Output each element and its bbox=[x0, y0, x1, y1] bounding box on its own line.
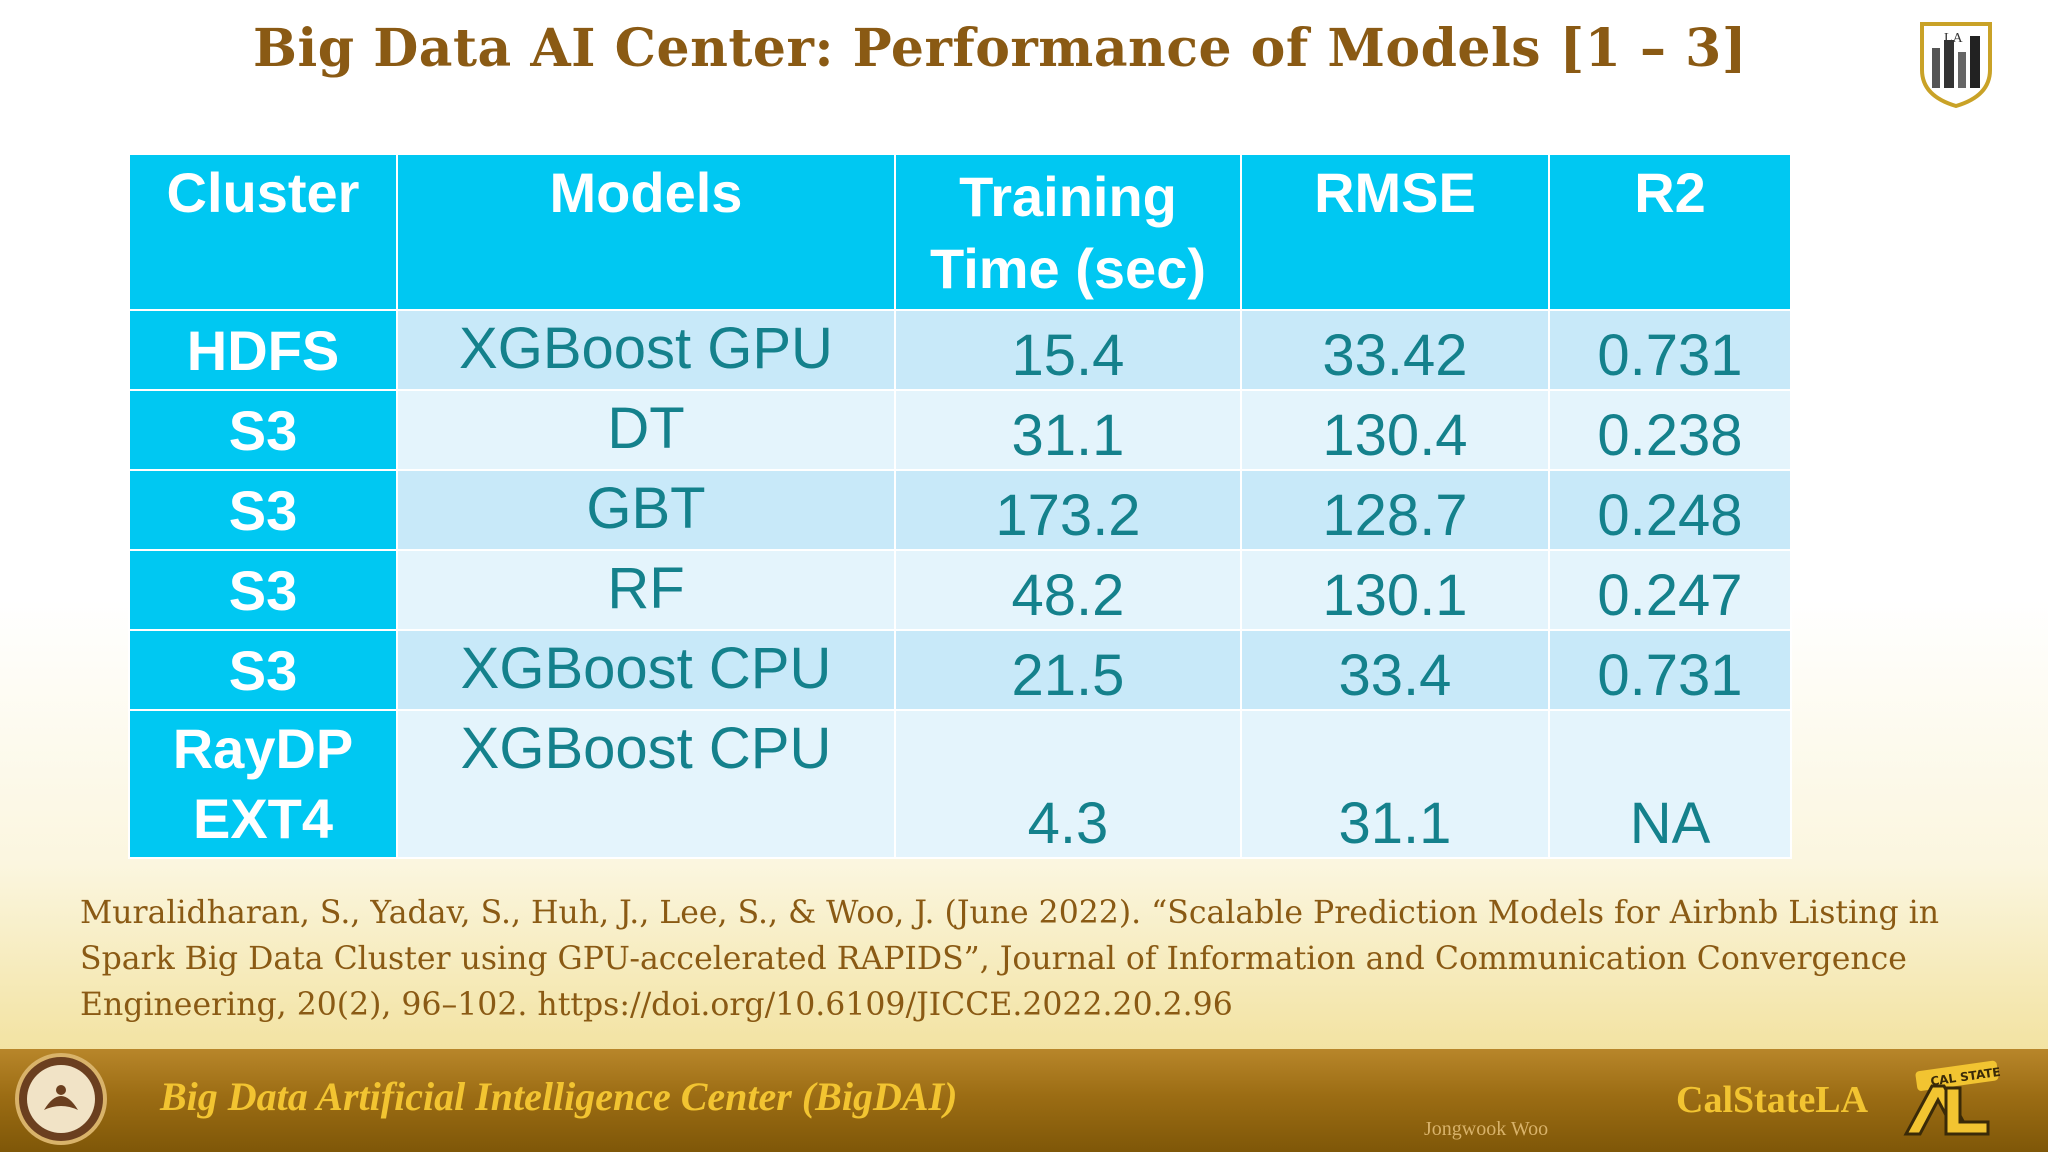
footer-center-name: Big Data Artificial Intelligence Center … bbox=[160, 1074, 958, 1119]
cell-r2: 0.238 bbox=[1548, 389, 1792, 471]
calstatela-emblem-icon: CAL STATE bbox=[1903, 1060, 2001, 1136]
cell-rmse: 130.4 bbox=[1240, 389, 1550, 471]
header-rmse: RMSE bbox=[1240, 153, 1550, 311]
cell-training-time: 4.3 bbox=[894, 709, 1242, 859]
table-row: S3 RF 48.2 130.1 0.247 bbox=[128, 549, 1792, 631]
bigdai-seal-icon bbox=[15, 1053, 107, 1145]
table-row: S3 XGBoost CPU 21.5 33.4 0.731 bbox=[128, 629, 1792, 711]
header-training-time: Training Time (sec) bbox=[894, 153, 1242, 311]
cell-cluster: S3 bbox=[128, 389, 398, 471]
cell-rmse: 130.1 bbox=[1240, 549, 1550, 631]
table-row: RayDP EXT4 XGBoost CPU 4.3 31.1 NA bbox=[128, 709, 1792, 859]
cell-training-time: 15.4 bbox=[894, 309, 1242, 391]
cell-rmse: 33.4 bbox=[1240, 629, 1550, 711]
table-header-row: Cluster Models Training Time (sec) RMSE … bbox=[128, 153, 1792, 311]
slide-title: Big Data AI Center: Performance of Model… bbox=[253, 18, 1747, 79]
cell-cluster: S3 bbox=[128, 469, 398, 551]
cell-cluster: S3 bbox=[128, 549, 398, 631]
footer-band bbox=[0, 1049, 2048, 1152]
cell-training-time: 31.1 bbox=[894, 389, 1242, 471]
cell-r2: 0.247 bbox=[1548, 549, 1792, 631]
cell-r2: NA bbox=[1548, 709, 1792, 859]
cell-cluster: S3 bbox=[128, 629, 398, 711]
cell-r2: 0.731 bbox=[1548, 309, 1792, 391]
cell-model: RF bbox=[396, 549, 896, 631]
cell-training-time: 173.2 bbox=[894, 469, 1242, 551]
cell-cluster-text: RayDP EXT4 bbox=[172, 717, 354, 850]
svg-text:LA: LA bbox=[1944, 31, 1964, 46]
cell-cluster: HDFS bbox=[128, 309, 398, 391]
cell-training-time: 48.2 bbox=[894, 549, 1242, 631]
cell-rmse: 128.7 bbox=[1240, 469, 1550, 551]
cell-r2: 0.248 bbox=[1548, 469, 1792, 551]
cell-model: XGBoost GPU bbox=[396, 309, 896, 391]
university-logo-icon: LA bbox=[1920, 22, 1992, 108]
cell-r2: 0.731 bbox=[1548, 629, 1792, 711]
cell-model: XGBoost CPU bbox=[396, 709, 896, 859]
footer-university: CalStateLA bbox=[1676, 1079, 1869, 1121]
cell-rmse: 33.42 bbox=[1240, 309, 1550, 391]
header-cluster: Cluster bbox=[128, 153, 398, 311]
table-row: S3 DT 31.1 130.4 0.238 bbox=[128, 389, 1792, 471]
footer-author: Jongwook Woo bbox=[1424, 1118, 1549, 1140]
performance-table: Cluster Models Training Time (sec) RMSE … bbox=[128, 153, 1792, 859]
cell-cluster: RayDP EXT4 bbox=[128, 709, 398, 859]
citation-text: Muralidharan, S., Yadav, S., Huh, J., Le… bbox=[80, 895, 1939, 1023]
table-row: S3 GBT 173.2 128.7 0.248 bbox=[128, 469, 1792, 551]
header-models: Models bbox=[396, 153, 896, 311]
cell-model: DT bbox=[396, 389, 896, 471]
table-row: HDFS XGBoost GPU 15.4 33.42 0.731 bbox=[128, 309, 1792, 391]
cell-training-time: 21.5 bbox=[894, 629, 1242, 711]
header-r2: R2 bbox=[1548, 153, 1792, 311]
cell-model: GBT bbox=[396, 469, 896, 551]
cell-rmse: 31.1 bbox=[1240, 709, 1550, 859]
cell-model: XGBoost CPU bbox=[396, 629, 896, 711]
